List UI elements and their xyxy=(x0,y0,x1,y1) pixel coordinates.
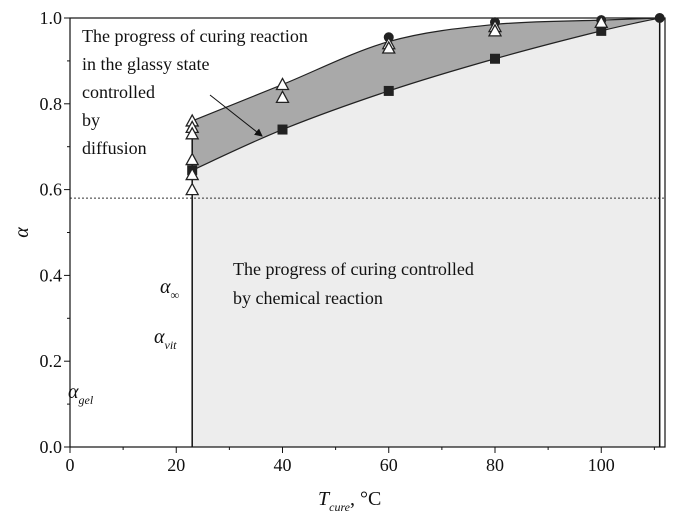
x-label-main: T xyxy=(318,488,331,510)
triangle-marker xyxy=(185,126,200,140)
x-tick-label: 80 xyxy=(486,455,504,475)
annotation: by chemical reaction xyxy=(233,288,383,308)
circle-marker xyxy=(654,13,665,23)
square-marker xyxy=(596,25,607,36)
x-label-sub: cure xyxy=(329,500,351,514)
diffusion-region xyxy=(192,18,660,171)
triangle-marker xyxy=(275,90,290,104)
annotation-arrow xyxy=(209,94,263,137)
y-axis-label: α xyxy=(11,227,33,238)
annotation: by xyxy=(82,110,100,130)
square-marker xyxy=(383,85,394,96)
symbol-sub: gel xyxy=(79,393,94,407)
x-axis-label: Tcure, °C xyxy=(318,488,381,514)
annotation: The progress of curing controlled xyxy=(233,259,474,279)
square-marker xyxy=(490,53,500,64)
triangle-marker xyxy=(185,152,200,166)
triangle-marker xyxy=(275,77,290,91)
symbol-main: α xyxy=(154,326,165,348)
square-marker xyxy=(277,124,288,135)
x-tick-label: 0 xyxy=(66,455,75,475)
x-tick-label: 60 xyxy=(380,455,398,475)
symbol-label: αgel xyxy=(68,381,94,407)
y-tick-label: 0.6 xyxy=(40,180,63,200)
triangle-marker xyxy=(381,40,396,54)
y-tick-label: 1.0 xyxy=(40,8,63,28)
triangle-marker xyxy=(185,167,200,181)
x-tick-label: 100 xyxy=(588,455,615,475)
annotation: controlled xyxy=(82,82,155,102)
y-tick-label: 0.8 xyxy=(40,94,63,114)
symbol-label: α∞ xyxy=(160,276,180,302)
symbol-sub: vit xyxy=(165,338,178,352)
y-tick-label: 0.0 xyxy=(40,437,63,457)
symbol-sub: ∞ xyxy=(171,288,180,302)
symbol-label: αvit xyxy=(154,326,177,352)
chemical-region xyxy=(192,18,660,447)
annotation: in the glassy state xyxy=(82,54,209,74)
x-label-rest: , °C xyxy=(350,488,381,510)
annotation: The progress of curing reaction xyxy=(82,26,308,46)
triangle-marker xyxy=(594,14,609,28)
y-tick-label: 0.2 xyxy=(40,351,63,371)
symbol-main: α xyxy=(160,276,171,298)
y-tick-label: 0.4 xyxy=(40,265,63,285)
symbol-main: α xyxy=(68,381,79,403)
annotation: diffusion xyxy=(82,138,147,158)
triangle-marker xyxy=(487,23,503,37)
x-tick-label: 40 xyxy=(274,455,292,475)
x-tick-label: 20 xyxy=(167,455,185,475)
triangle-marker xyxy=(185,182,200,196)
